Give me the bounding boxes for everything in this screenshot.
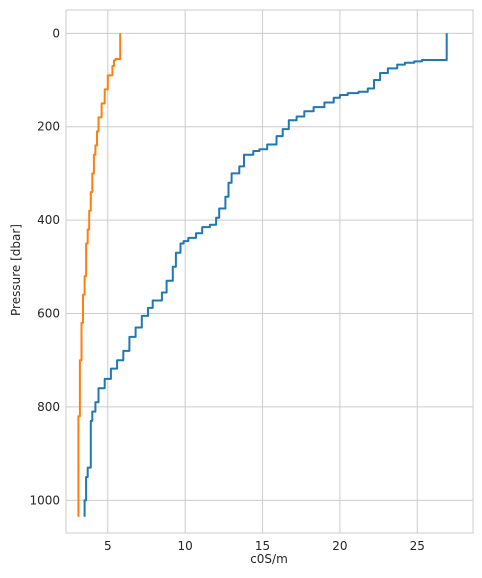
x-tick-label: 15 bbox=[255, 539, 270, 553]
y-tick-label: 1000 bbox=[29, 493, 60, 507]
y-tick-label: 600 bbox=[37, 307, 60, 321]
y-tick-label: 800 bbox=[37, 400, 60, 414]
x-tick-label: 20 bbox=[332, 539, 347, 553]
x-axis-label: c0S/m bbox=[250, 552, 288, 566]
y-tick-label: 0 bbox=[52, 26, 60, 40]
y-tick-label: 400 bbox=[37, 213, 60, 227]
tick-labels: 5 10 15 20 25 0 200 400 600 800 1000 bbox=[29, 26, 424, 553]
series-layer bbox=[77, 33, 448, 517]
x-tick-label: 10 bbox=[178, 539, 193, 553]
x-tick-label: 25 bbox=[410, 539, 425, 553]
plot-frame bbox=[65, 9, 474, 534]
y-axis-label: Pressure [dbar] bbox=[9, 224, 23, 316]
series-line-0 bbox=[83, 33, 448, 517]
series-line-1 bbox=[77, 33, 122, 517]
y-tick-label: 200 bbox=[37, 120, 60, 134]
x-tick-label: 5 bbox=[104, 539, 112, 553]
